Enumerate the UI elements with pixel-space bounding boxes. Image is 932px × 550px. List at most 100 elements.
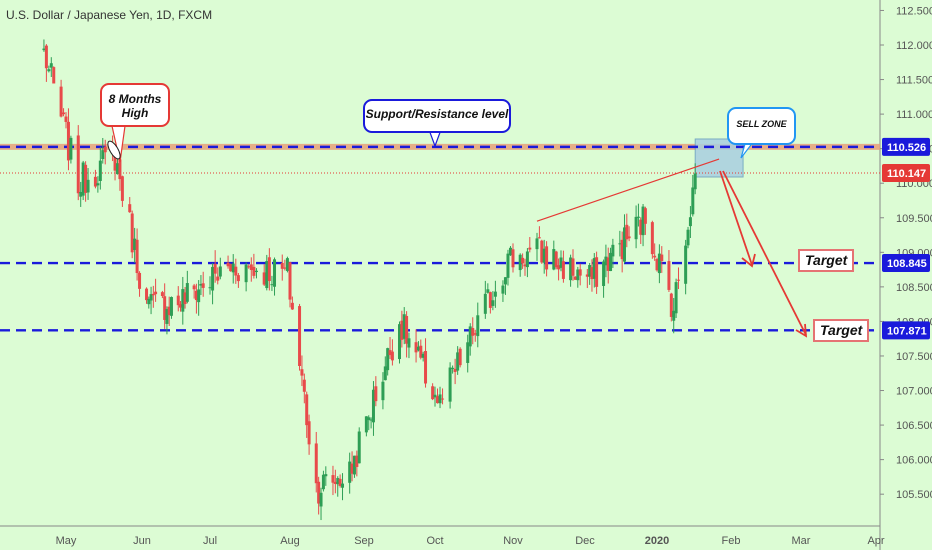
candle-body-167 [606,257,610,271]
candle-body-177 [639,219,643,235]
candle-body-146 [537,237,541,239]
sell-zone-box [694,138,744,178]
candle-body-43 [183,292,187,305]
projection-arrowhead-1 [741,253,756,268]
candle-body-104 [390,351,394,361]
candle-body-143 [525,251,529,268]
candle-body-70 [280,262,284,269]
candle-body-141 [521,257,525,264]
candle-body-134 [493,291,497,297]
candle-body-72 [285,258,289,271]
y-tick-label-14: 105.500 [896,489,932,501]
candle-body-114 [424,351,428,384]
candle-body-33 [151,293,155,296]
candle-body-93 [355,455,359,467]
candle-body-40 [176,295,180,306]
candle-body-162 [590,267,594,280]
candle-body-57 [231,263,235,273]
candle-body-1 [44,45,48,69]
candle-body-54 [218,266,222,277]
price-badge-0 [882,137,930,156]
target-label-2: Target [813,319,870,342]
candle-body-136 [503,277,507,285]
x-tick-label-10: Mar [792,535,811,547]
candle-body-85 [331,475,335,483]
price-badge-label-1: 110.147 [887,168,926,180]
candle-body-24 [120,176,124,201]
y-tick-label-12: 106.500 [896,420,932,432]
candle-body-157 [573,276,577,280]
candle-body-96 [367,417,371,420]
candle-body-58 [234,266,238,276]
candle-body-106 [400,320,404,340]
candle-body-68 [270,284,274,286]
projection-line-1 [719,170,753,266]
candle-body-142 [523,264,527,267]
candle-body-180 [650,222,654,255]
candle-body-130 [483,293,487,314]
candle-body-122 [453,368,457,372]
candle-body-124 [458,348,462,366]
candle-body-182 [655,259,659,271]
candle-body-86 [333,481,337,484]
candle-body-111 [416,346,420,351]
candle-body-55 [226,262,230,267]
projection-arrowhead-2 [795,323,808,338]
candle-body-117 [436,396,440,404]
x-tick-label-8: 2020 [645,535,669,547]
price-badge-label-3: 107.871 [887,325,927,337]
candle-body-38 [167,306,171,316]
candle-body-51 [211,266,215,291]
candle-body-166 [604,256,608,266]
candle-body-154 [561,261,565,279]
candle-body-147 [540,240,544,263]
candle-body-176 [636,216,640,218]
candle-body-135 [501,285,505,294]
candle-body-87 [336,478,340,485]
candle-body-153 [559,257,563,268]
candle-body-82 [319,492,323,507]
candle-body-107 [402,314,406,339]
candle-body-59 [236,275,240,282]
price-badge-label-0: 110.526 [887,142,926,154]
candle-body-112 [419,345,423,358]
projection-line-2 [722,170,807,336]
candle-body-129 [476,315,480,337]
candle-body-16 [96,183,100,186]
candle-body-100 [381,381,385,401]
x-tick-label-0: May [56,535,77,547]
candle-body-77 [302,379,306,392]
candle-body-174 [627,236,631,239]
candle-body-131 [486,289,490,293]
candle-body-14 [86,179,90,193]
candle-body-71 [283,267,287,269]
candle-body-116 [433,394,437,398]
candle-body-11 [79,191,83,197]
y-tick-label-3: 111.000 [896,109,932,121]
candle-body-173 [625,224,629,240]
x-tick-label-9: Feb [722,535,741,547]
candle-body-28 [135,239,139,274]
candle-body-23 [118,159,122,180]
candle-body-62 [249,264,253,271]
candle-body-113 [421,353,425,358]
candle-body-7 [64,116,68,122]
candle-body-0 [42,48,46,51]
x-tick-label-11: Apr [867,535,884,547]
candle-body-4 [52,67,56,84]
candle-body-120 [448,367,452,402]
candle-body-2 [47,69,51,72]
candle-body-12 [81,162,85,196]
candle-body-158 [576,269,580,281]
candle-body-152 [557,265,561,270]
candle-body-76 [300,369,304,376]
y-tick-label-6: 109.500 [896,213,932,225]
candle-body-151 [554,251,558,268]
candle-body-84 [324,474,328,477]
x-tick-label-5: Oct [426,535,443,547]
candle-body-48 [199,283,203,286]
candle-body-123 [456,352,460,371]
candle-body-144 [528,247,532,250]
